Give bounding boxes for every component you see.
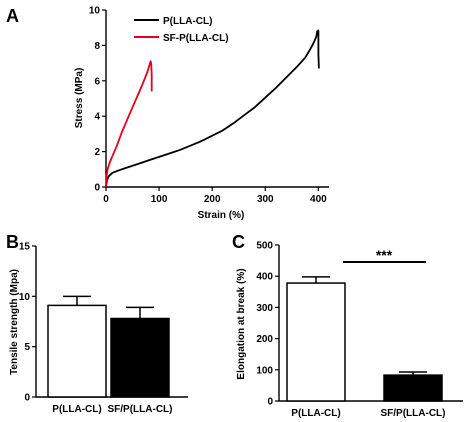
panel-a-xlabel: Strain (%) [198,210,245,221]
legend-label-sf-p-lla-cl: SF-P(LLA-CL) [163,33,229,44]
panel-a-ytick-label: 8 [94,41,100,52]
panel-c-bars: P(LLA-CL) SF/P(LLA-CL) [286,276,446,419]
panel-b: B 0 5 10 15 P(LLA-CL) SF/P(LLA-CL) Tensile s… [6,232,188,415]
panel-a-lines [105,29,320,188]
panel-c-bar [286,282,346,402]
panel-a-ytick-label: 2 [94,147,100,158]
panel-b-ylabel: Tensile strength (Mpa) [9,269,20,375]
panel-c-bar [383,374,443,402]
panel-b-bar [47,304,107,398]
panel-a-ytick-label: 10 [89,6,101,17]
panel-c-ytick-label: 400 [256,272,273,283]
panel-c-ytick-label: 300 [256,303,273,314]
panel-a-legend: P(LLA-CL) SF-P(LLA-CL) [134,16,229,44]
panel-a-xtick-label: 300 [257,194,274,205]
panel-c-category-label: P(LLA-CL) [291,408,340,419]
panel-c-category-label: SF/P(LLA-CL) [381,408,446,419]
panel-b-ytick-label: 0 [24,393,30,404]
legend-label-p-lla-cl: P(LLA-CL) [163,16,212,27]
series-line-sf-p-lla-cl [105,60,153,188]
panel-a-xtick-label: 0 [103,194,109,205]
panel-label-a: A [6,6,19,26]
panel-a-xtick-label: 100 [151,194,168,205]
panel-a-xtick-label: 400 [310,194,327,205]
panel-c-ytick-label: 200 [256,334,273,345]
panel-b-ytick-label: 15 [19,242,31,253]
significance-marker: *** [376,247,393,263]
panel-b-category-label: SF/P(LLA-CL) [108,404,173,415]
panel-b-ytick-label: 10 [19,292,31,303]
panel-a-xtick-label: 200 [204,194,221,205]
panel-a-ytick-label: 0 [94,183,100,194]
panel-b-ytick-label: 5 [24,342,30,353]
panel-a-ylabel: Stress (MPa) [74,68,85,129]
panel-label-b: B [6,232,19,252]
panel-b-bar [110,317,170,398]
series-line-p-lla-cl [105,29,320,188]
panel-c-ylabel: Elongation at break (%) [236,268,247,379]
panel-a-ytick-label: 6 [94,76,100,87]
panel-c-ytick-label: 0 [267,397,273,408]
panel-c-ytick-label: 500 [256,241,273,252]
panel-b-bars: P(LLA-CL) SF/P(LLA-CL) [47,295,173,415]
panel-c: C 0 100 200 300 400 500 P(LLA-CL) SF/P(LLA-CL)… [232,232,463,419]
panel-c-ytick-label: 100 [256,365,273,376]
panel-b-category-label: P(LLA-CL) [52,404,101,415]
panel-a-ytick-label: 4 [94,112,100,123]
panel-label-c: C [232,232,245,252]
